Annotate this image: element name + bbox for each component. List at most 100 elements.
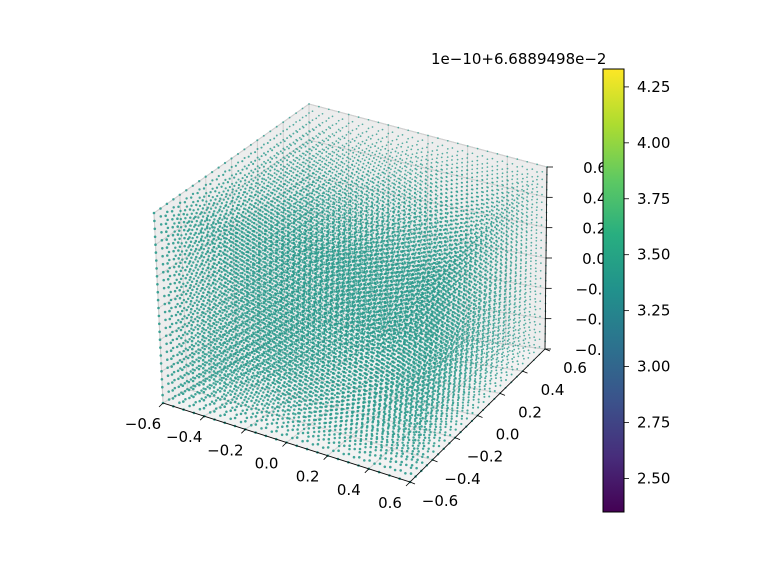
data-point	[468, 380, 471, 383]
data-point	[283, 410, 287, 413]
data-point	[474, 371, 477, 375]
data-point	[459, 343, 462, 346]
data-point	[260, 419, 263, 422]
data-point	[524, 338, 527, 340]
data-point	[269, 343, 273, 346]
data-point	[265, 367, 268, 370]
data-point	[445, 367, 448, 370]
data-point	[349, 436, 352, 439]
data-point	[495, 326, 497, 329]
data-point	[232, 346, 235, 350]
data-point	[478, 390, 481, 393]
data-point	[410, 458, 414, 461]
data-point	[261, 386, 264, 390]
data-point	[260, 319, 263, 322]
data-point	[207, 359, 211, 362]
data-point	[396, 441, 399, 445]
data-point	[443, 433, 447, 437]
data-point	[416, 458, 419, 462]
data-point	[424, 422, 427, 426]
data-point	[252, 374, 256, 377]
data-point	[289, 406, 293, 409]
data-point	[186, 356, 190, 360]
data-point	[303, 360, 306, 363]
data-point	[523, 319, 526, 322]
data-point	[415, 403, 419, 406]
data-point	[414, 370, 417, 373]
data-point	[242, 341, 246, 345]
data-point	[295, 401, 299, 405]
data-point	[482, 348, 485, 351]
data-point	[324, 405, 327, 408]
data-point	[324, 401, 328, 404]
data-point	[212, 378, 216, 381]
data-point	[287, 404, 290, 408]
data-point	[412, 436, 415, 439]
data-point	[253, 352, 256, 356]
data-point	[355, 418, 359, 421]
data-point	[430, 404, 433, 407]
data-point	[295, 393, 299, 396]
data-point	[263, 379, 267, 383]
data-point	[512, 353, 515, 356]
data-point	[317, 387, 321, 390]
data-point	[342, 337, 345, 340]
data-point	[365, 434, 368, 437]
data-point	[482, 356, 485, 358]
data-point	[404, 472, 407, 475]
data-point	[231, 319, 234, 322]
data-point	[523, 357, 525, 360]
data-point	[247, 364, 250, 368]
data-point	[236, 370, 240, 373]
data-point	[248, 354, 252, 357]
data-point	[311, 295, 314, 298]
data-point	[391, 327, 394, 330]
data-point	[203, 355, 207, 359]
data-point	[325, 354, 328, 357]
data-point	[483, 385, 486, 388]
data-point	[493, 345, 496, 348]
data-point	[496, 337, 499, 340]
data-point	[517, 329, 520, 332]
data-point	[263, 363, 267, 367]
data-point	[194, 401, 197, 404]
data-point	[198, 391, 201, 395]
data-point	[266, 406, 269, 410]
data-point	[243, 390, 246, 394]
data-point	[161, 385, 164, 389]
data-point	[466, 412, 469, 415]
data-point	[516, 360, 519, 363]
data-point	[400, 455, 403, 458]
data-point	[336, 325, 339, 328]
data-point	[533, 336, 536, 338]
data-point	[484, 320, 486, 323]
data-point	[263, 396, 267, 399]
data-point	[166, 366, 169, 369]
data-point	[262, 399, 265, 402]
data-point	[241, 360, 244, 364]
data-point	[507, 332, 510, 335]
data-point	[359, 394, 363, 397]
data-point	[302, 407, 306, 410]
data-point	[324, 409, 327, 412]
data-point	[202, 382, 205, 386]
data-point	[456, 365, 459, 368]
data-point	[236, 362, 240, 365]
data-point	[487, 358, 490, 361]
data-point	[282, 421, 285, 425]
data-point	[298, 399, 301, 403]
data-point	[309, 378, 313, 381]
data-point	[167, 382, 170, 385]
data-point	[390, 452, 393, 455]
data-point	[183, 331, 187, 334]
data-point	[380, 443, 383, 447]
data-point	[448, 336, 451, 339]
data-point	[415, 461, 418, 464]
data-point	[377, 267, 379, 270]
data-point	[451, 407, 454, 410]
data-point	[491, 343, 494, 346]
data-point	[529, 298, 532, 301]
data-point	[322, 438, 325, 441]
data-point	[494, 374, 497, 377]
data-point	[214, 367, 217, 370]
